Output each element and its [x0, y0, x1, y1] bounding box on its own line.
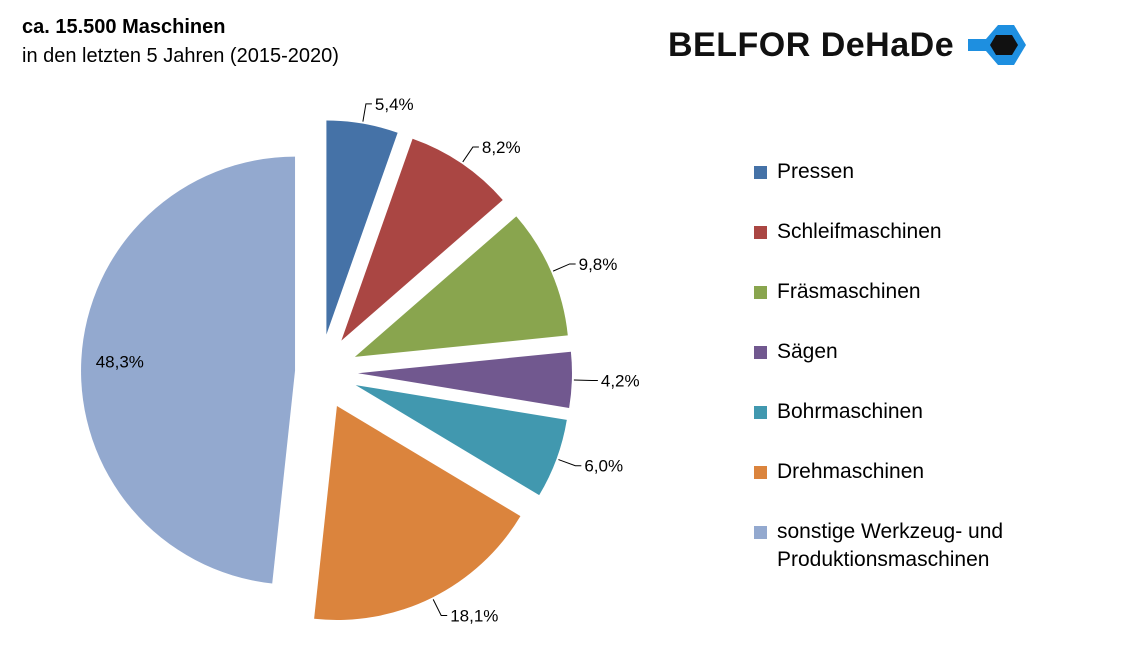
leader-line-2	[462, 146, 479, 163]
legend-label: Bohrmaschinen	[777, 400, 923, 423]
data-label-7: 48,3%	[96, 352, 144, 371]
legend-item: sonstige Werkzeug- und Produktionsmaschi…	[754, 518, 1047, 574]
legend-item: Pressen	[754, 158, 1047, 186]
pie-slice-4	[357, 351, 572, 408]
leader-line-5	[558, 459, 582, 467]
legend-label: Schleifmaschinen	[777, 220, 942, 243]
pie-slice-7	[81, 156, 296, 584]
logo-wordmark: BELFOR DeHaDe	[668, 25, 955, 64]
leader-line-4	[573, 379, 598, 382]
data-label-5: 6,0%	[584, 457, 623, 476]
legend-swatch	[754, 226, 767, 239]
data-label-4: 4,2%	[601, 372, 640, 391]
chart-title: ca. 15.500 Maschinen	[22, 16, 226, 38]
data-label-3: 9,8%	[579, 255, 618, 274]
data-label-6: 18,1%	[450, 607, 498, 626]
legend-item: Schleifmaschinen	[754, 218, 1047, 246]
legend-label: Pressen	[777, 160, 855, 183]
data-label-2: 8,2%	[482, 138, 521, 157]
legend-swatch	[754, 406, 767, 419]
brand-logo: BELFOR DeHaDe	[668, 20, 1027, 70]
legend-item: Drehmaschinen	[754, 458, 1047, 486]
pie-slice-5	[355, 385, 567, 496]
pie-slice-1	[326, 120, 398, 335]
legend-item: Fräsmaschinen	[754, 278, 1047, 306]
leader-line-3	[552, 263, 576, 272]
leader-line-6	[432, 599, 448, 617]
legend-swatch	[754, 286, 767, 299]
legend-label: Drehmaschinen	[777, 460, 925, 483]
legend-label: Sägen	[777, 340, 838, 363]
pie-slice-2	[341, 138, 503, 341]
chart-subtitle: in den letzten 5 Jahren (2015-2020)	[22, 45, 339, 67]
legend-label: Fräsmaschinen	[777, 280, 921, 303]
legend-swatch	[754, 466, 767, 479]
legend-swatch	[754, 526, 767, 539]
leader-line-1	[362, 103, 372, 122]
hexagon-bolt-icon	[968, 25, 1027, 65]
legend-item: Bohrmaschinen	[754, 398, 1047, 426]
pie-slice-6	[314, 406, 521, 621]
pie-slice-3	[354, 216, 568, 357]
legend-swatch	[754, 346, 767, 359]
legend-label: sonstige Werkzeug- und Produktionsmaschi…	[777, 520, 1004, 571]
legend-item: Sägen	[754, 338, 1047, 366]
data-label-1: 5,4%	[375, 95, 414, 114]
legend-swatch	[754, 166, 767, 179]
